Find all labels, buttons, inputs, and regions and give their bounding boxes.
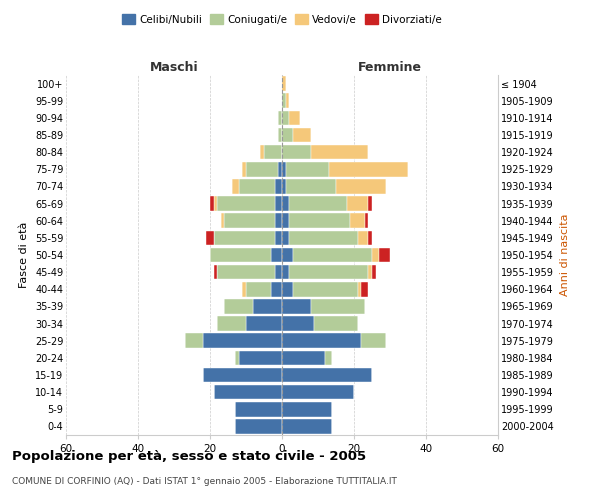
Bar — [293, 248, 372, 262]
Text: Maschi: Maschi — [149, 61, 199, 74]
Bar — [224, 214, 275, 228]
Bar — [217, 196, 275, 211]
Bar — [214, 385, 282, 400]
Bar — [289, 110, 300, 125]
Bar — [282, 145, 311, 160]
Bar — [336, 179, 386, 194]
Bar — [282, 265, 289, 280]
Bar — [282, 316, 314, 331]
Bar — [275, 230, 282, 245]
Bar — [246, 316, 282, 331]
Bar — [214, 230, 275, 245]
Bar — [239, 179, 275, 194]
Bar — [314, 316, 358, 331]
Bar — [253, 299, 282, 314]
Text: Femmine: Femmine — [358, 61, 422, 74]
Bar — [361, 334, 386, 348]
Bar — [278, 110, 282, 125]
Bar — [278, 128, 282, 142]
Bar — [289, 230, 358, 245]
Bar — [206, 230, 214, 245]
Bar — [271, 248, 282, 262]
Bar — [329, 162, 408, 176]
Bar — [282, 248, 293, 262]
Bar — [210, 196, 214, 211]
Bar — [224, 299, 253, 314]
Bar — [282, 230, 289, 245]
Bar — [282, 179, 286, 194]
Bar — [286, 94, 289, 108]
Bar — [282, 214, 289, 228]
Y-axis label: Anni di nascita: Anni di nascita — [560, 214, 570, 296]
Bar — [325, 350, 332, 365]
Bar — [214, 196, 217, 211]
Bar — [278, 162, 282, 176]
Bar — [217, 316, 246, 331]
Bar — [282, 94, 286, 108]
Bar — [282, 350, 325, 365]
Bar — [282, 162, 286, 176]
Bar — [289, 196, 347, 211]
Bar — [264, 145, 282, 160]
Bar — [286, 179, 336, 194]
Bar — [217, 265, 275, 280]
Bar — [271, 282, 282, 296]
Bar — [379, 248, 390, 262]
Bar — [214, 265, 217, 280]
Bar — [293, 282, 358, 296]
Bar — [286, 162, 329, 176]
Bar — [246, 282, 271, 296]
Bar — [242, 162, 246, 176]
Bar — [282, 76, 286, 91]
Bar — [311, 145, 368, 160]
Bar — [361, 282, 368, 296]
Bar — [275, 214, 282, 228]
Bar — [368, 265, 372, 280]
Bar — [235, 419, 282, 434]
Text: COMUNE DI CORFINIO (AQ) - Dati ISTAT 1° gennaio 2005 - Elaborazione TUTTITALIA.I: COMUNE DI CORFINIO (AQ) - Dati ISTAT 1° … — [12, 478, 397, 486]
Bar — [235, 402, 282, 416]
Bar — [347, 196, 368, 211]
Bar — [239, 350, 282, 365]
Bar — [282, 128, 293, 142]
Bar — [275, 265, 282, 280]
Bar — [232, 179, 239, 194]
Bar — [358, 230, 368, 245]
Bar — [242, 282, 246, 296]
Bar — [282, 419, 332, 434]
Bar — [210, 248, 271, 262]
Y-axis label: Fasce di età: Fasce di età — [19, 222, 29, 288]
Bar — [365, 214, 368, 228]
Bar — [260, 145, 264, 160]
Bar — [289, 214, 350, 228]
Bar — [282, 368, 372, 382]
Bar — [235, 350, 239, 365]
Bar — [293, 128, 311, 142]
Bar — [350, 214, 365, 228]
Bar — [282, 334, 361, 348]
Bar — [282, 196, 289, 211]
Bar — [275, 196, 282, 211]
Bar — [282, 282, 293, 296]
Bar — [246, 162, 278, 176]
Bar — [282, 299, 311, 314]
Bar — [311, 299, 365, 314]
Bar — [221, 214, 224, 228]
Bar — [368, 230, 372, 245]
Bar — [275, 179, 282, 194]
Bar — [185, 334, 203, 348]
Bar — [282, 110, 289, 125]
Bar — [282, 402, 332, 416]
Legend: Celibi/Nubili, Coniugati/e, Vedovi/e, Divorziati/e: Celibi/Nubili, Coniugati/e, Vedovi/e, Di… — [118, 10, 446, 29]
Bar — [358, 282, 361, 296]
Bar — [289, 265, 368, 280]
Text: Popolazione per età, sesso e stato civile - 2005: Popolazione per età, sesso e stato civil… — [12, 450, 366, 463]
Bar — [203, 334, 282, 348]
Bar — [368, 196, 372, 211]
Bar — [372, 248, 379, 262]
Bar — [372, 265, 376, 280]
Bar — [203, 368, 282, 382]
Bar — [282, 385, 354, 400]
